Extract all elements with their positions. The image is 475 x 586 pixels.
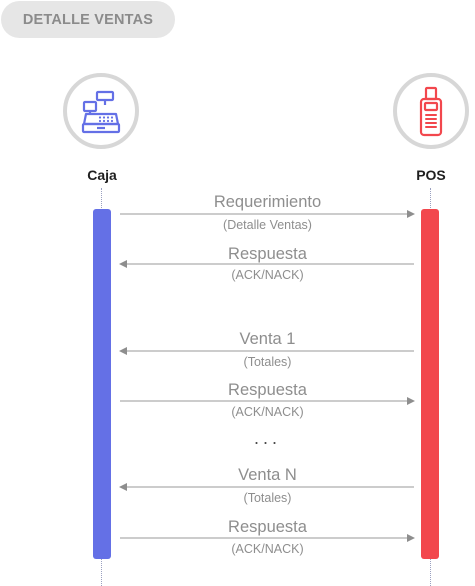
ellipsis: ... [253,428,281,448]
cash-register-icon [81,90,121,134]
caja-actor-label: Caja [87,167,117,183]
pos-actor-label: POS [416,167,446,183]
message-label: Requerimiento [213,193,322,211]
diagram-title-badge: DETALLE VENTAS [1,1,175,38]
message-sublabel: (ACK/NACK) [231,405,304,419]
message-sublabel: (ACK/NACK) [231,268,304,282]
message-label: Respuesta [228,518,307,536]
pos-activation-bar [421,209,439,559]
message-sublabel: (Totales) [243,491,292,505]
message-sublabel: (ACK/NACK) [231,542,304,556]
message-label: Respuesta [228,381,307,399]
caja-actor-circle [63,73,139,149]
pos-actor-circle [393,73,469,149]
message-label: Venta 1 [239,330,296,348]
message-sublabel: (Detalle Ventas) [223,218,312,232]
message-label: Respuesta [228,245,307,263]
message-label: Venta N [238,466,297,484]
caja-activation-bar [93,209,111,559]
message-sublabel: (Totales) [243,355,292,369]
pos-terminal-icon [419,86,443,137]
